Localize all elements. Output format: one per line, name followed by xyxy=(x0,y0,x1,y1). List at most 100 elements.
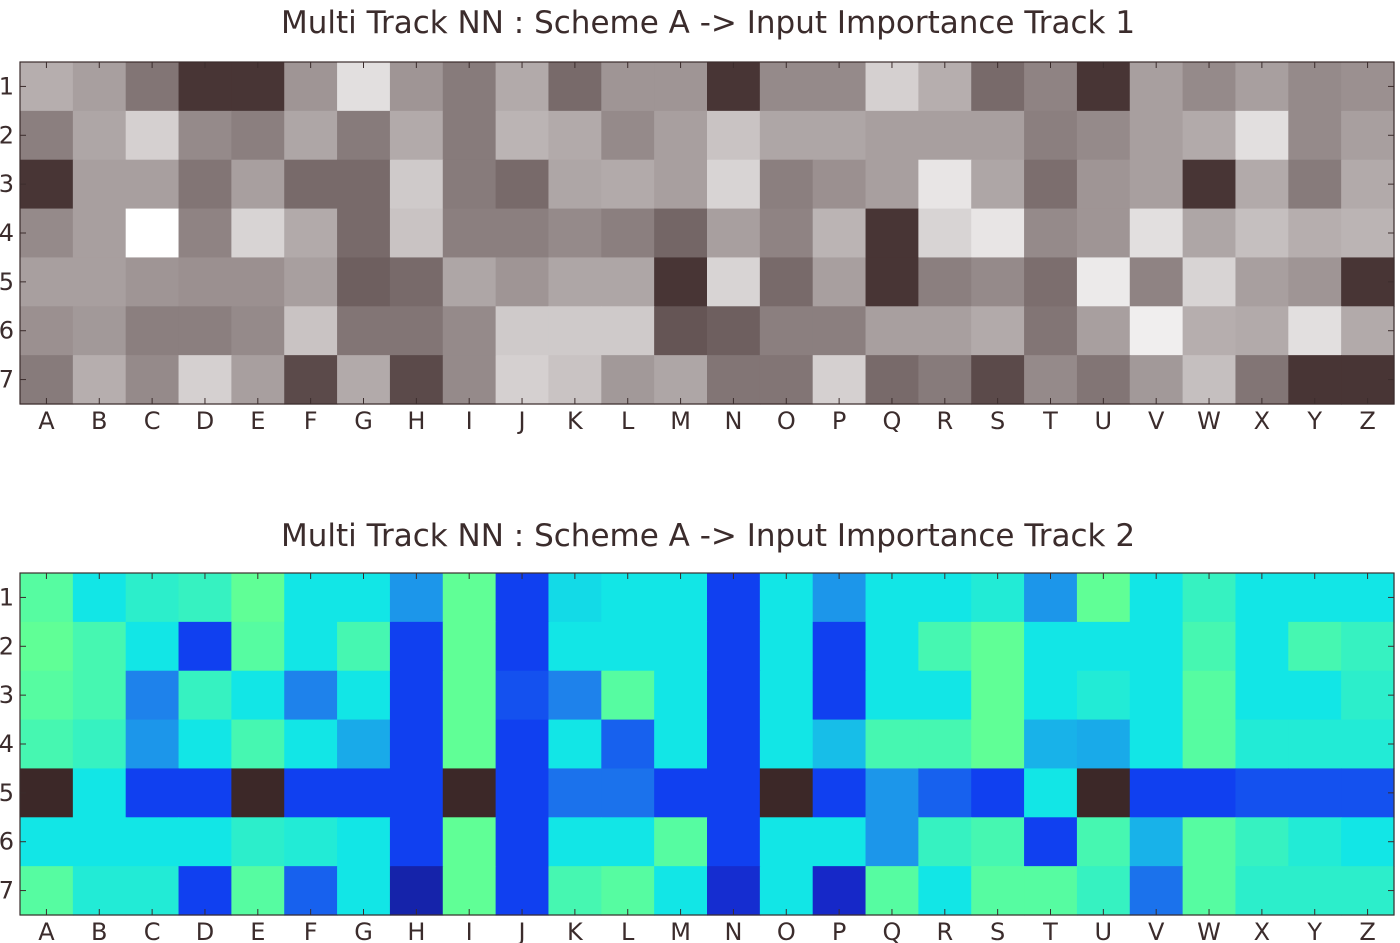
heatmap-cell-H4 xyxy=(389,208,444,259)
heatmap-cell-D1 xyxy=(178,573,232,623)
heatmap-cell-U5 xyxy=(1076,257,1131,307)
heatmap-cell-L1 xyxy=(601,573,655,623)
heatmap-cell-K3 xyxy=(548,159,602,210)
heatmap-cell-F7 xyxy=(284,866,338,916)
heatmap-cell-Y7 xyxy=(1288,866,1342,916)
heatmap-cell-F3 xyxy=(284,670,338,721)
x-tick-label: K xyxy=(567,407,584,435)
heatmap-cell-A7 xyxy=(20,355,74,405)
heatmap-cell-Y1 xyxy=(1288,573,1342,623)
heatmap-cell-Z7 xyxy=(1341,355,1395,405)
heatmap-cell-Q2 xyxy=(865,110,919,161)
y-tick-label: 2 xyxy=(0,632,14,660)
heatmap-cell-Q6 xyxy=(865,817,919,867)
x-tick-label: E xyxy=(250,407,265,435)
y-tick-label: 3 xyxy=(0,170,14,198)
heatmap-cell-A4 xyxy=(20,719,74,770)
heatmap-cell-X7 xyxy=(1235,866,1289,916)
heatmap-cell-Z2 xyxy=(1341,110,1395,161)
heatmap-cell-J4 xyxy=(495,208,550,259)
heatmap-cell-R4 xyxy=(918,208,972,259)
heatmap-cell-C5 xyxy=(125,768,180,818)
heatmap-cell-F3 xyxy=(284,159,338,210)
heatmap-cell-T3 xyxy=(1024,159,1078,210)
heatmap-cell-S7 xyxy=(971,866,1025,916)
heatmap-cell-K2 xyxy=(548,110,602,161)
x-tick-label: I xyxy=(466,407,473,435)
heatmap-cell-T2 xyxy=(1024,110,1078,161)
heatmap-cell-X3 xyxy=(1235,159,1289,210)
x-tick-label: L xyxy=(621,407,635,435)
heatmap-cell-F2 xyxy=(284,621,338,672)
axis-ticks: A B C D E F G H I J K L M N O P Q R S T U V W X Y Z 1 2 3 4 5 6 7 xyxy=(0,573,1394,943)
heatmap-cell-J7 xyxy=(495,355,550,405)
heatmap-cell-C3 xyxy=(125,159,180,210)
heatmap-cell-H2 xyxy=(389,110,444,161)
heatmap-cell-O1 xyxy=(759,573,814,623)
heatmap-cell-Z2 xyxy=(1341,621,1395,672)
y-tick-label: 6 xyxy=(0,828,14,856)
heatmap-cell-A5 xyxy=(20,768,74,818)
x-tick-label: R xyxy=(936,407,953,435)
heatmap-cell-N5 xyxy=(707,768,761,818)
heatmap-cell-W5 xyxy=(1182,768,1237,818)
heatmap-cell-C6 xyxy=(125,817,180,867)
heatmap-cell-V4 xyxy=(1129,208,1184,259)
heatmap-cell-U2 xyxy=(1076,621,1131,672)
heatmap-cell-C3 xyxy=(125,670,180,721)
heatmap-cell-G2 xyxy=(337,621,391,672)
heatmap-cell-V6 xyxy=(1129,306,1184,356)
heatmap-cell-N4 xyxy=(707,208,761,259)
heatmap-cell-E1 xyxy=(231,573,285,623)
heatmap-cell-T1 xyxy=(1024,573,1078,623)
heatmap-cell-K6 xyxy=(548,306,602,356)
heatmap-cell-S2 xyxy=(971,621,1025,672)
x-tick-label: V xyxy=(1148,918,1165,943)
heatmap-cell-D2 xyxy=(178,621,232,672)
heatmap-cell-Q6 xyxy=(865,306,919,356)
heatmap-cell-M4 xyxy=(654,208,708,259)
heatmap-cell-X6 xyxy=(1235,306,1289,356)
heatmap-cell-N5 xyxy=(707,257,761,307)
heatmap-cell-N6 xyxy=(707,306,761,356)
heatmap-cell-R1 xyxy=(918,573,972,623)
heatmap-cell-T7 xyxy=(1024,355,1078,405)
heatmap-cell-D3 xyxy=(178,159,232,210)
heatmap-cell-I3 xyxy=(442,159,497,210)
heatmap-cell-R6 xyxy=(918,817,972,867)
x-tick-label: A xyxy=(38,918,55,943)
heatmap-cell-I6 xyxy=(442,817,497,867)
heatmap-cell-Y7 xyxy=(1288,355,1342,405)
heatmap-cell-V6 xyxy=(1129,817,1184,867)
heatmap-cell-J6 xyxy=(495,306,550,356)
heatmap-cell-G7 xyxy=(337,866,391,916)
heatmap-cell-Q5 xyxy=(865,768,919,818)
x-tick-label: C xyxy=(144,407,161,435)
heatmap-cell-Z6 xyxy=(1341,306,1395,356)
heatmap-cell-G7 xyxy=(337,355,391,405)
heatmap-cell-Z1 xyxy=(1341,62,1395,112)
heatmap-cell-L3 xyxy=(601,670,655,721)
heatmap-cell-E3 xyxy=(231,670,285,721)
heatmap-cell-P2 xyxy=(812,110,867,161)
heatmap-cell-W5 xyxy=(1182,257,1237,307)
heatmap-cell-X5 xyxy=(1235,768,1289,818)
x-tick-label: K xyxy=(567,918,584,943)
heatmap-cell-T6 xyxy=(1024,817,1078,867)
heatmap-cell-Y4 xyxy=(1288,208,1342,259)
heatmap-cell-E5 xyxy=(231,257,285,307)
heatmap-cell-C5 xyxy=(125,257,180,307)
heatmap-cell-Y3 xyxy=(1288,159,1342,210)
heatmap-cell-A2 xyxy=(20,621,74,672)
heatmap-cell-M1 xyxy=(654,573,708,623)
heatmap-cell-N1 xyxy=(707,62,761,112)
heatmap-cell-C6 xyxy=(125,306,180,356)
heatmap-cell-X4 xyxy=(1235,208,1289,259)
heatmap-cell-L3 xyxy=(601,159,655,210)
heatmap-cell-P5 xyxy=(812,768,867,818)
y-tick-label: 1 xyxy=(0,72,14,100)
x-tick-label: V xyxy=(1148,407,1165,435)
heatmap-cell-O3 xyxy=(759,670,814,721)
heatmap-cell-Z5 xyxy=(1341,768,1395,818)
x-tick-label: G xyxy=(354,407,373,435)
